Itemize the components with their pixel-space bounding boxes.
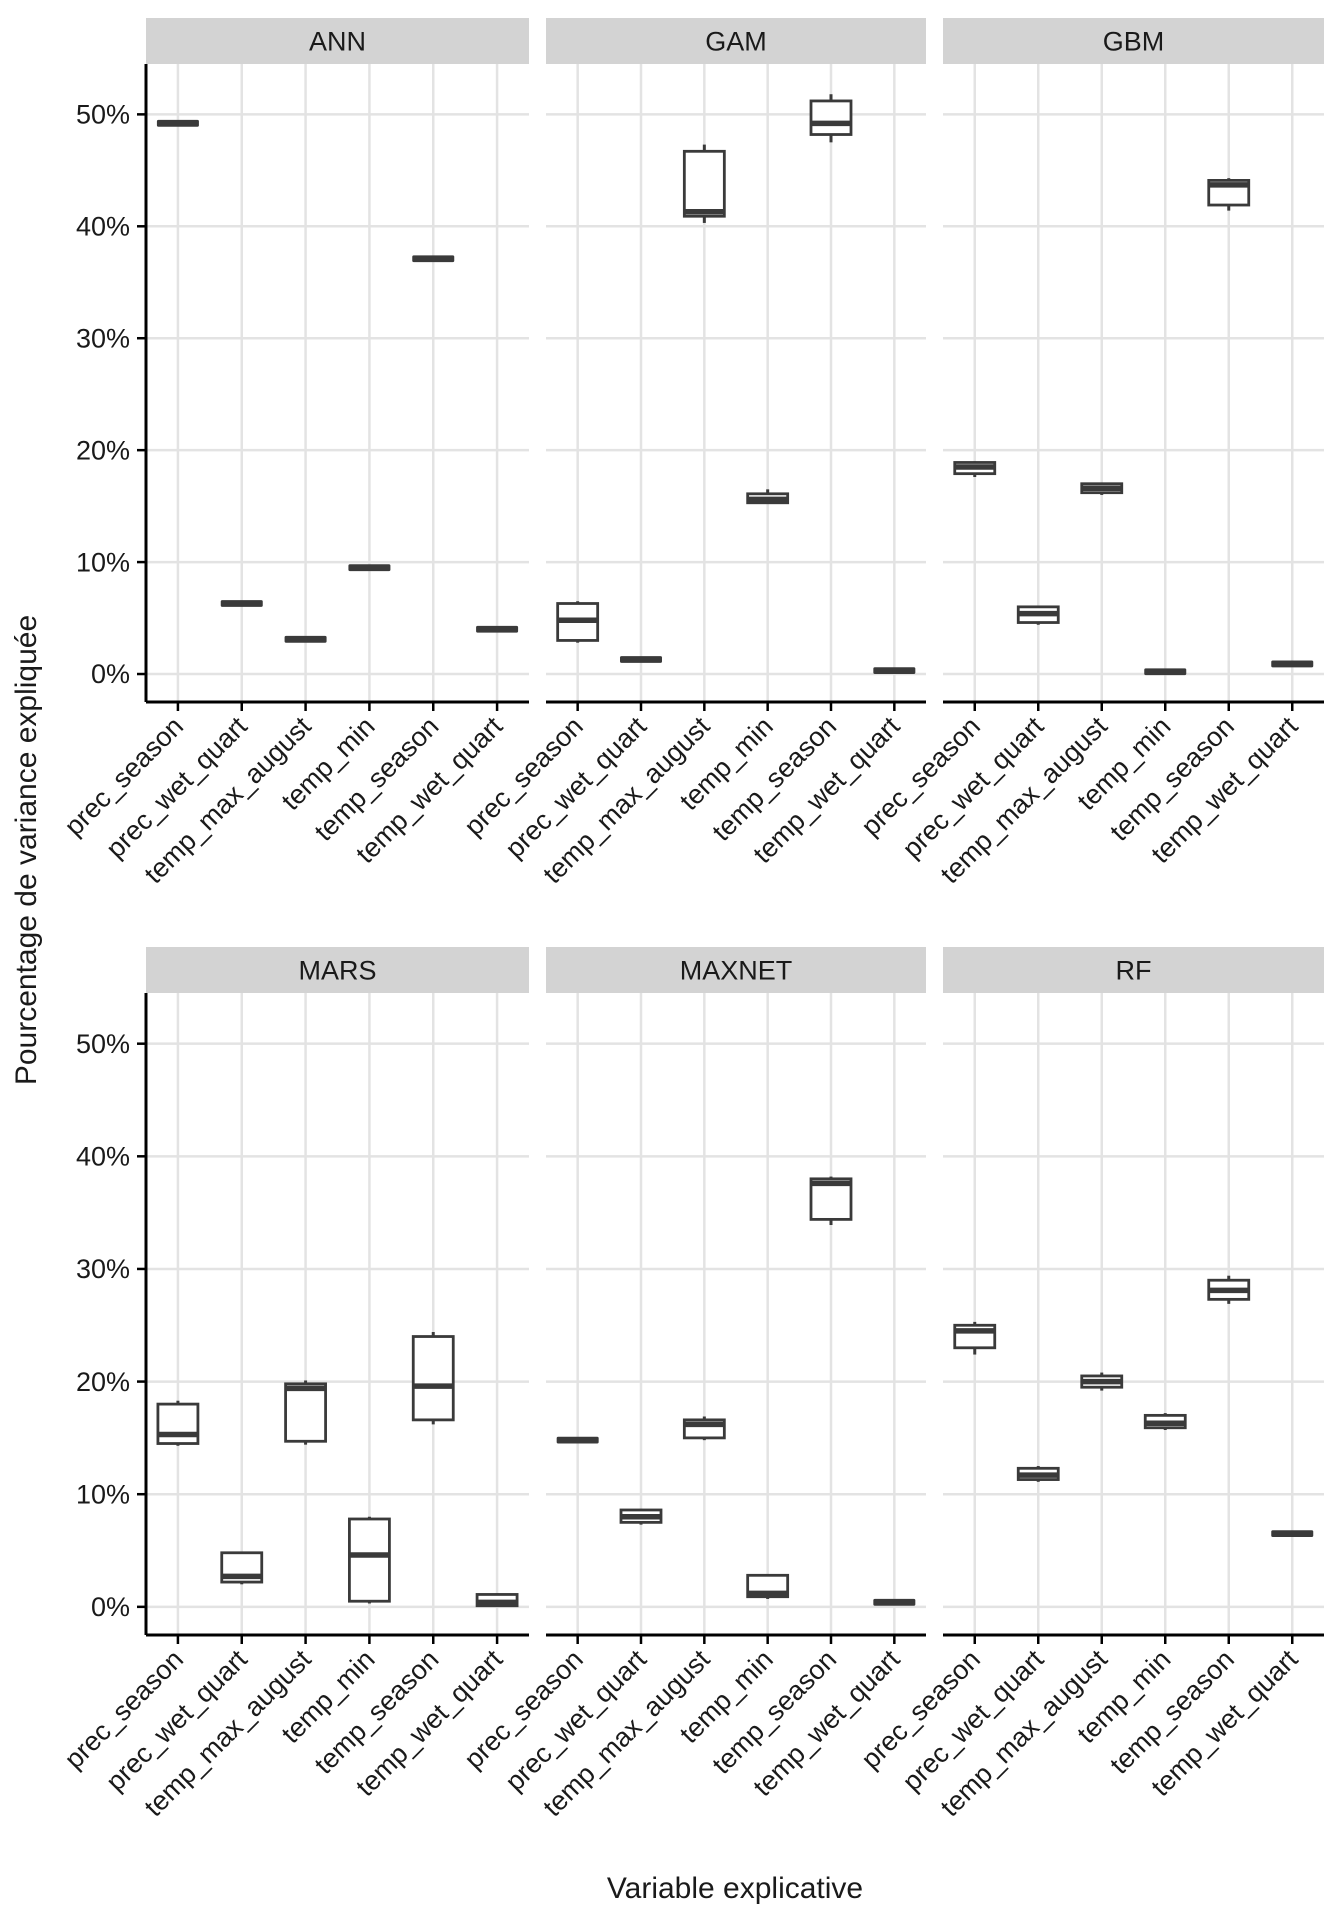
collapsed-box [620,656,662,663]
y-tick-label: 10% [76,547,130,577]
boxplot-ann-prec_wet_quart [220,600,263,607]
facet-strip-label-gam: GAM [705,27,767,57]
boxplot-rf-temp_min [1143,1413,1187,1431]
facet-panel-ann: ANN0%10%20%30%40%50%prec_seasonprec_wet_… [59,18,529,889]
facet-strip-label-maxnet: MAXNET [680,956,793,986]
facet-strip-label-gbm: GBM [1103,27,1165,57]
boxplot-rf-prec_wet_quart [1016,1466,1060,1482]
collapsed-box [220,600,263,607]
facet-strip-label-ann: ANN [309,27,366,57]
boxplot-maxnet-temp_min [746,1573,790,1599]
facet-strip-gbm [943,18,1324,64]
boxplot-mars-temp_max_august [284,1380,327,1445]
collapsed-box [476,625,519,633]
facet-panel-gbm: GBMprec_seasonprec_wet_quarttemp_max_aug… [855,18,1324,889]
boxplot-gbm-temp_min [1144,668,1187,676]
boxplot-mars-temp_season [411,1332,455,1425]
boxplot-gam-prec_season [556,601,600,643]
boxplot-maxnet-prec_season [556,1436,599,1444]
collapsed-box [156,119,199,127]
y-tick-label: 40% [76,1141,130,1171]
boxplot-mars-temp_wet_quart [475,1593,519,1608]
boxplot-maxnet-temp_season [809,1176,853,1226]
collapsed-box [1271,660,1314,668]
collapsed-box [1271,1530,1314,1538]
facet-strip-label-mars: MARS [298,956,376,986]
collapsed-box [348,564,391,572]
boxplot-gbm-prec_season [953,461,997,478]
boxplot-ann-temp_wet_quart [476,625,519,633]
y-tick-label: 20% [76,1367,130,1397]
collapsed-box [873,1598,916,1606]
facet-strip-maxnet [546,947,926,993]
boxplot-gbm-temp_wet_quart [1271,660,1314,668]
boxplot-rf-temp_wet_quart [1271,1530,1314,1538]
y-tick-label: 10% [76,1479,130,1509]
y-tick-label: 0% [91,1592,130,1622]
box-iqr [348,1517,391,1603]
x-axis-title: Variable explicative [607,1872,863,1905]
collapsed-box [284,635,327,643]
boxplot-gbm-temp_season [1207,178,1251,211]
facet-strip-ann [146,18,529,64]
collapsed-box [873,667,916,675]
chart-root: ANN0%10%20%30%40%50%prec_seasonprec_wet_… [59,18,1324,1822]
box-iqr [284,1382,327,1443]
boxplot-mars-prec_season [156,1400,200,1446]
boxplot-maxnet-temp_wet_quart [873,1598,916,1606]
y-tick-label: 0% [91,659,130,689]
box-iqr [411,1335,455,1422]
facet-strip-rf [943,947,1324,993]
boxplot-maxnet-prec_wet_quart [619,1508,663,1525]
collapsed-box [1144,668,1187,676]
boxplot-ann-prec_season [156,119,199,127]
boxplot-mars-temp_min [348,1516,391,1604]
facet-strip-gam [546,18,926,64]
facet-strip-mars [146,947,529,993]
facet-strip-label-rf: RF [1116,956,1152,986]
y-tick-label: 20% [76,435,130,465]
boxplot-maxnet-temp_max_august [682,1416,726,1441]
boxplot-gam-temp_wet_quart [873,667,916,675]
collapsed-box [556,1436,599,1444]
boxplot-mars-prec_wet_quart [220,1551,264,1585]
boxplot-gam-temp_season [809,94,853,143]
facet-panel-maxnet: MAXNETprec_seasonprec_wet_quarttemp_max_… [458,947,926,1822]
facet-panel-rf: RFprec_seasonprec_wet_quarttemp_max_augu… [855,947,1324,1822]
y-tick-label: 50% [76,1029,130,1059]
boxplot-gam-temp_min [746,489,790,505]
boxplot-ann-temp_min [348,564,391,572]
y-axis-title: Pourcentage de variance expliquée [10,615,43,1085]
boxplot-gam-prec_wet_quart [620,656,662,663]
facet-panel-mars: MARS0%10%20%30%40%50%prec_seasonprec_wet… [59,947,529,1822]
boxplot-ann-temp_season [412,255,455,263]
boxplot-rf-temp_max_august [1080,1372,1124,1391]
y-tick-label: 30% [76,323,130,353]
y-tick-label: 30% [76,1254,130,1284]
box-iqr [156,1402,200,1445]
collapsed-box [412,255,455,263]
box-iqr [682,149,726,218]
box-iqr [809,99,853,136]
facet-panel-gam: GAMprec_seasonprec_wet_quarttemp_max_aug… [458,18,926,889]
boxplot-gam-temp_max_august [682,144,726,223]
boxplot-rf-temp_season [1207,1275,1251,1304]
y-tick-label: 50% [76,100,130,130]
boxplot-ann-temp_max_august [284,635,327,643]
boxplot-gbm-prec_wet_quart [1016,605,1060,625]
y-tick-label: 40% [76,211,130,241]
boxplot-rf-prec_season [953,1321,997,1355]
boxplot-gbm-temp_max_august [1080,482,1124,495]
